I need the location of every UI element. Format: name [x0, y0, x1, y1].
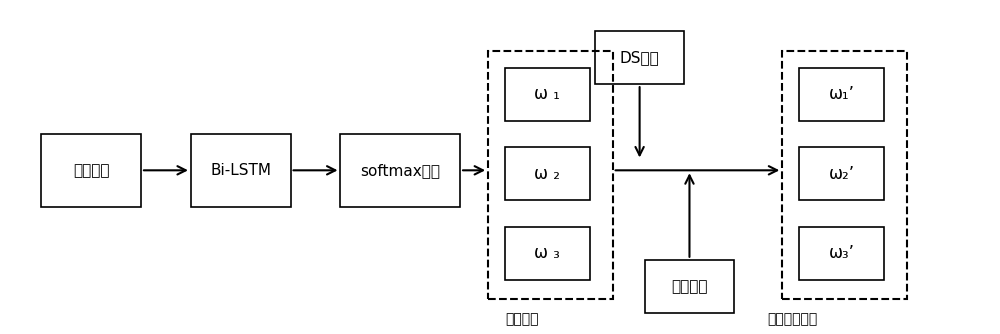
FancyBboxPatch shape: [505, 67, 590, 121]
Text: 转向意图: 转向意图: [505, 312, 539, 326]
FancyBboxPatch shape: [340, 134, 460, 207]
Text: softmax函数: softmax函数: [360, 163, 440, 178]
Text: ω₁’: ω₁’: [829, 85, 855, 103]
Text: 确信阈值: 确信阈值: [671, 279, 708, 294]
Text: 车辆参数: 车辆参数: [73, 163, 109, 178]
Text: ω ₁: ω ₁: [534, 85, 560, 103]
Text: ω₃’: ω₃’: [829, 244, 855, 262]
FancyBboxPatch shape: [799, 227, 884, 280]
Text: ω ₃: ω ₃: [534, 244, 560, 262]
FancyBboxPatch shape: [505, 227, 590, 280]
FancyBboxPatch shape: [799, 67, 884, 121]
FancyBboxPatch shape: [645, 260, 734, 313]
Text: ω₂’: ω₂’: [828, 165, 855, 183]
FancyBboxPatch shape: [505, 147, 590, 200]
FancyBboxPatch shape: [41, 134, 141, 207]
FancyBboxPatch shape: [595, 31, 684, 84]
Text: DS证据: DS证据: [620, 50, 659, 65]
FancyBboxPatch shape: [191, 134, 291, 207]
Text: ω ₂: ω ₂: [534, 165, 560, 183]
Text: Bi-LSTM: Bi-LSTM: [210, 163, 271, 178]
Text: 最终转向意图: 最终转向意图: [767, 312, 817, 326]
FancyBboxPatch shape: [799, 147, 884, 200]
